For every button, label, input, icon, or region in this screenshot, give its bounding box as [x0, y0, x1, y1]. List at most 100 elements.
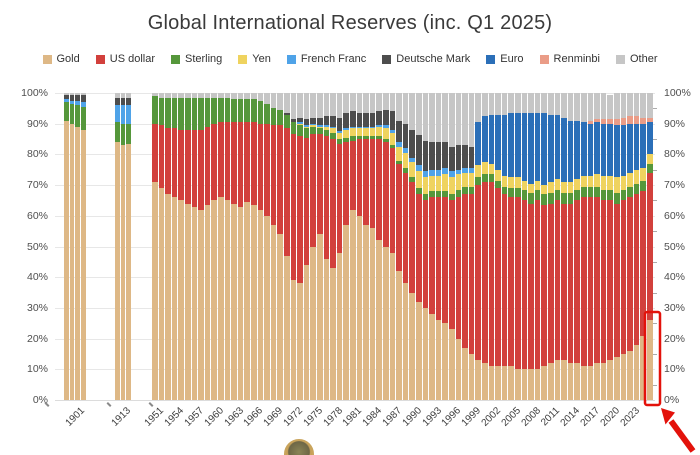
legend-swatch-icon — [286, 54, 296, 64]
bar-segment-french-franc — [303, 125, 310, 127]
bar-segment-renminbi — [594, 119, 600, 123]
bar-segment-gold — [541, 366, 547, 400]
bar-segment-deutsche-mark — [330, 116, 336, 127]
bar-1959 — [211, 93, 217, 400]
bar-segment-sterling — [165, 97, 171, 129]
bar-1954 — [178, 93, 184, 400]
bar-1955 — [185, 93, 191, 400]
bar-segment-yen — [488, 163, 495, 175]
bar-segment-gold — [218, 197, 224, 400]
bar-segment-yen — [534, 180, 541, 190]
bar-segment-other — [435, 93, 442, 143]
bar-segment-us-dollar — [178, 129, 184, 201]
bar-segment-yen — [343, 129, 349, 138]
legend-label: Yen — [252, 53, 271, 65]
bar-segment-other — [330, 93, 336, 117]
bar-segment-gold — [435, 320, 442, 400]
bar-segment-us-dollar — [204, 126, 211, 206]
bar-segment-sterling — [237, 99, 244, 123]
bar-segment-us-dollar — [587, 197, 594, 367]
bar-segment-gold — [126, 143, 131, 400]
legend-item-french-franc: French Franc — [286, 53, 366, 65]
bar-segment-us-dollar — [640, 191, 646, 336]
bar-segment-sterling — [198, 97, 204, 130]
bar-segment-yen — [462, 172, 468, 187]
bar-segment-us-dollar — [574, 200, 580, 364]
bar-segment-gold — [178, 200, 184, 400]
bar-segment-gold — [534, 369, 541, 400]
bar-segment-other — [297, 93, 303, 118]
bar-segment-euro — [647, 122, 653, 155]
bar-1987 — [396, 93, 402, 400]
bar-segment-euro — [581, 122, 587, 176]
bar-segment-yen — [587, 175, 594, 187]
bar-2021 — [620, 93, 627, 400]
bar-segment-gold — [600, 363, 607, 400]
y-axis-minor-tick — [653, 231, 657, 233]
bar-segment-us-dollar — [561, 203, 567, 361]
bar-segment-french-franc — [64, 99, 69, 103]
bar-segment-us-dollar — [244, 122, 250, 202]
bar-segment-other — [389, 93, 396, 112]
bar-segment-sterling — [290, 122, 297, 135]
bar-1970 — [284, 93, 290, 400]
bar-segment-gold — [475, 360, 481, 400]
bar-segment-deutsche-mark — [310, 117, 316, 124]
bar-segment-us-dollar — [336, 143, 343, 253]
bar-segment-sterling — [257, 100, 264, 124]
bar-segment-deutsche-mark — [376, 111, 382, 126]
y-axis-label-left: 70% — [26, 179, 48, 192]
bar-segment-renminbi — [587, 120, 594, 124]
bar-segment-french-franc — [323, 125, 330, 127]
bar-segment-yen — [541, 185, 547, 195]
bar-segment-gold — [231, 203, 237, 400]
bar-segment-other — [158, 93, 165, 98]
bar-segment-other — [69, 93, 75, 95]
bar-segment-euro — [620, 125, 627, 176]
bar-2000 — [482, 93, 488, 400]
bar-segment-us-dollar — [614, 203, 620, 358]
bar-2008 — [534, 93, 541, 400]
bar-segment-other — [620, 93, 627, 118]
bar-segment-us-dollar — [284, 128, 290, 256]
bar-segment-gold — [429, 314, 435, 400]
bar-segment-sterling — [587, 186, 594, 198]
bar-segment-other — [561, 93, 567, 118]
bar-segment-other — [449, 93, 455, 147]
bar-segment-us-dollar — [211, 123, 217, 201]
legend-item-gold: Gold — [42, 53, 80, 65]
bar-segment-deutsche-mark — [369, 113, 376, 127]
bar-segment-yen — [317, 126, 323, 129]
bar-segment-gold — [574, 363, 580, 400]
bar-segment-sterling — [264, 103, 270, 124]
bar-segment-sterling — [594, 186, 600, 198]
y-axis-minor-tick — [653, 108, 657, 110]
bar-segment-other — [165, 93, 171, 98]
bar-1900 — [69, 93, 75, 400]
bar-segment-deutsche-mark — [429, 142, 435, 170]
bar-1950 — [152, 93, 158, 400]
bar-segment-us-dollar — [521, 200, 528, 370]
bar-1989 — [409, 93, 415, 400]
bar-segment-sterling — [501, 186, 508, 195]
bar-segment-french-franc — [330, 126, 336, 129]
bar-segment-us-dollar — [310, 134, 316, 247]
bar-1984 — [376, 93, 382, 400]
bar-segment-deutsche-mark — [383, 109, 389, 126]
bar-segment-french-franc — [317, 125, 323, 127]
bar-segment-french-franc — [455, 169, 462, 175]
bar-segment-sterling — [244, 99, 250, 123]
y-axis-minor-tick — [653, 261, 657, 263]
bar-segment-us-dollar — [303, 137, 310, 265]
bar-segment-sterling — [435, 191, 442, 198]
bar-segment-gold — [363, 225, 369, 400]
bar-segment-other — [64, 93, 69, 95]
bar-segment-yen — [449, 177, 455, 195]
bar-segment-sterling — [185, 97, 191, 130]
legend: Gold US dollar Sterling Yen French Franc Deut… — [0, 53, 700, 65]
bar-segment-sterling — [455, 189, 462, 198]
bar-segment-sterling — [178, 97, 184, 130]
chart-title: Global International Reserves (inc. Q1 2… — [147, 12, 553, 34]
bar-segment-us-dollar — [508, 197, 514, 367]
bar-segment-sterling — [442, 191, 448, 198]
